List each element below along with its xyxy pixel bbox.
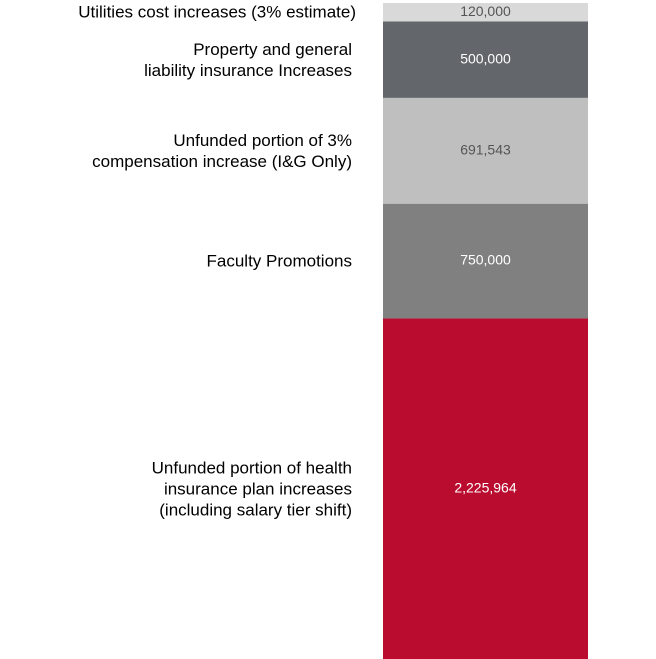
bar-segment bbox=[383, 97, 588, 204]
bar-segment bbox=[383, 203, 588, 319]
value-label: 691,543 bbox=[460, 141, 511, 157]
bar-segment bbox=[383, 318, 588, 659]
value-label: 2,225,964 bbox=[454, 479, 516, 495]
bar-segment bbox=[383, 21, 588, 98]
category-label: Property and general liability insurance… bbox=[144, 39, 352, 80]
category-label: Unfunded portion of 3% compensation incr… bbox=[92, 130, 352, 171]
value-label: 120,000 bbox=[460, 3, 511, 19]
bar-segment bbox=[383, 3, 588, 22]
category-label: Utilities cost increases (3% estimate) bbox=[78, 2, 356, 22]
value-label: 750,000 bbox=[460, 252, 511, 268]
value-label: 500,000 bbox=[460, 50, 511, 66]
category-label: Faculty Promotions bbox=[206, 251, 353, 271]
category-label: Unfunded portion of health insurance pla… bbox=[151, 458, 352, 520]
